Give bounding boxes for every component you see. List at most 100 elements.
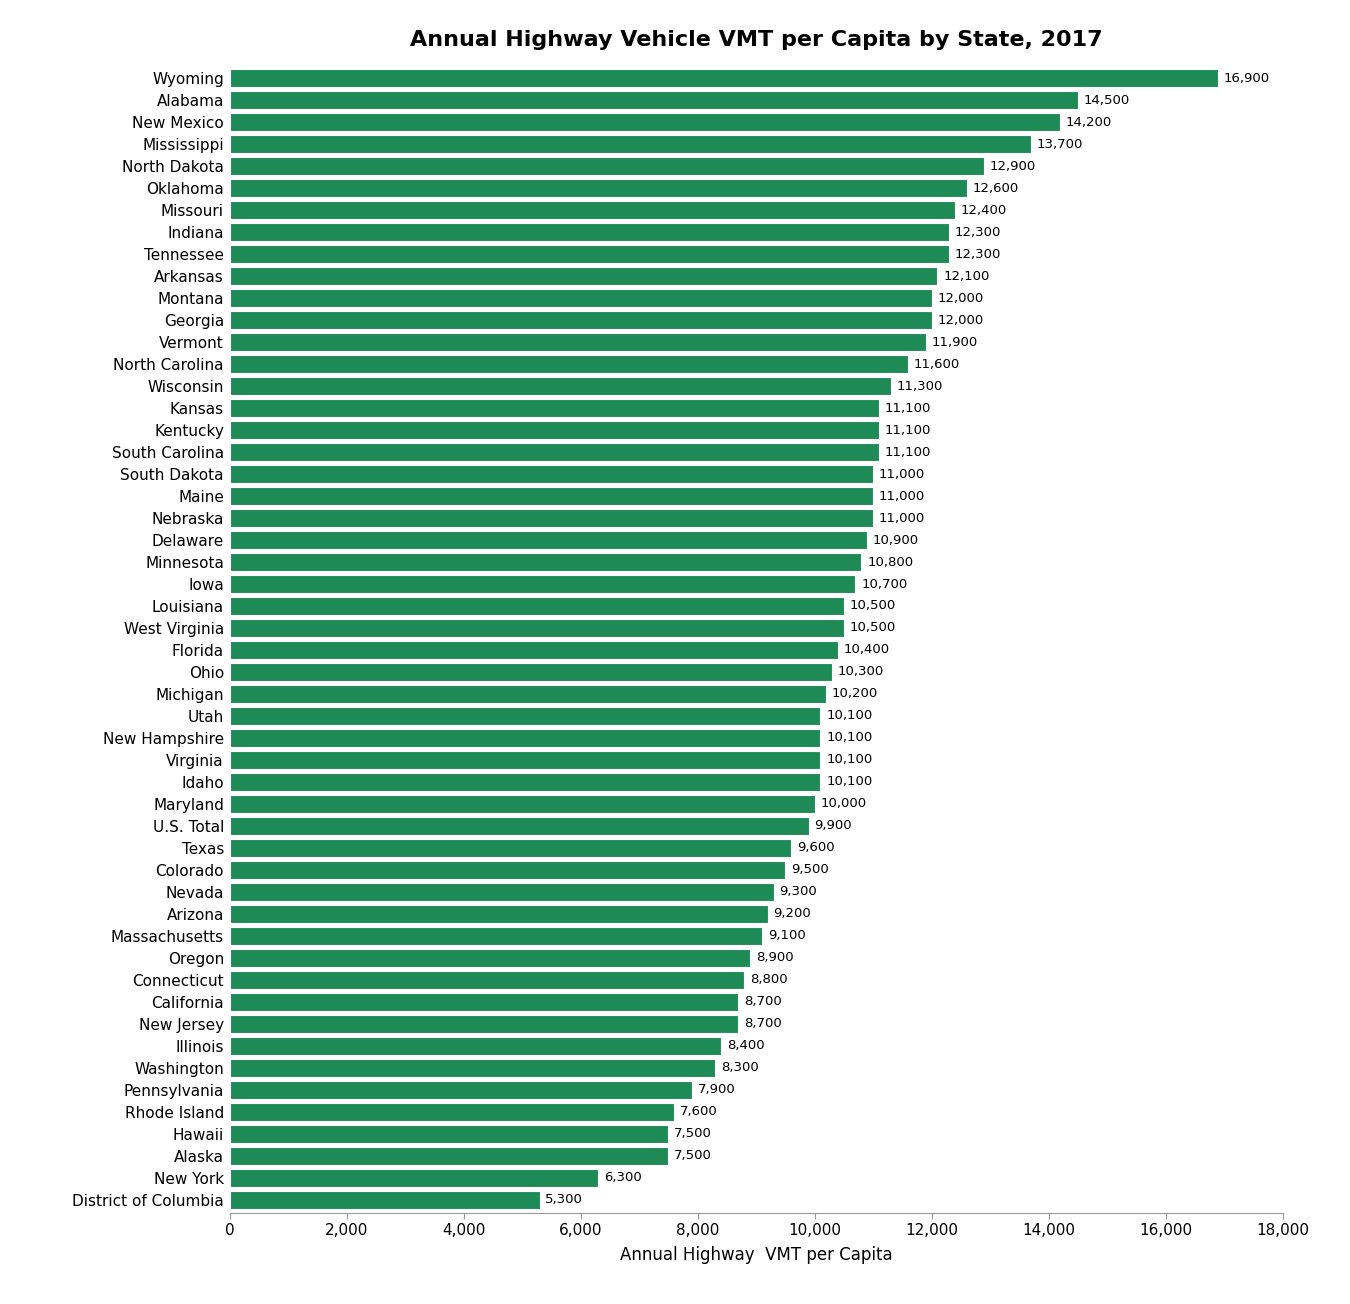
Bar [230,619,844,636]
Text: 10,500: 10,500 [849,600,896,613]
Bar [230,949,751,966]
Bar [230,1124,668,1142]
Bar [230,992,738,1011]
Text: 11,000: 11,000 [879,468,925,481]
Text: 11,100: 11,100 [884,402,931,415]
Text: 8,800: 8,800 [751,973,788,986]
Text: 7,600: 7,600 [680,1104,718,1118]
Text: 11,300: 11,300 [896,379,942,393]
Bar [230,443,879,462]
Text: 9,200: 9,200 [774,908,811,921]
Bar [230,553,861,571]
Bar [230,816,809,835]
Bar [230,729,821,747]
Bar [230,773,821,790]
Text: 10,900: 10,900 [873,533,919,546]
Bar [230,707,821,725]
Text: 10,100: 10,100 [826,709,872,722]
Text: 11,000: 11,000 [879,511,925,524]
Bar [230,91,1077,110]
Text: 12,300: 12,300 [954,248,1002,261]
Bar [230,642,838,659]
Text: 12,600: 12,600 [972,181,1019,194]
Text: 9,100: 9,100 [768,930,806,943]
Bar [230,69,1218,87]
Text: 10,100: 10,100 [826,754,872,767]
Text: 12,400: 12,400 [961,203,1007,216]
Text: 16,900: 16,900 [1224,72,1270,85]
Bar [230,334,926,351]
Bar [230,312,931,329]
Bar [230,289,931,308]
Text: 8,300: 8,300 [721,1061,759,1074]
Bar [230,136,1031,154]
Text: 12,000: 12,000 [937,292,984,305]
Bar [230,355,909,373]
Bar [230,245,949,263]
Bar [230,531,867,549]
Text: 8,900: 8,900 [756,951,794,964]
Bar [230,838,791,857]
Text: 12,000: 12,000 [937,314,984,327]
Bar [230,1081,691,1099]
Text: 10,100: 10,100 [826,776,872,789]
Bar [230,795,814,812]
Text: 11,000: 11,000 [879,489,925,502]
Bar [230,179,967,197]
Text: 14,200: 14,200 [1066,116,1112,129]
Bar [230,662,832,681]
Bar [230,751,821,769]
Text: 5,300: 5,300 [545,1193,583,1206]
Bar [230,466,873,482]
Text: 10,500: 10,500 [849,622,896,635]
Text: 11,900: 11,900 [931,335,977,348]
Text: 12,300: 12,300 [954,226,1002,239]
Text: 9,900: 9,900 [814,819,852,832]
Text: 11,100: 11,100 [884,424,931,437]
Bar [230,223,949,241]
Text: 10,200: 10,200 [832,687,879,700]
Bar [230,1103,674,1120]
Bar [230,1146,668,1164]
Bar [230,267,937,286]
Text: 11,600: 11,600 [914,357,960,370]
Text: 10,700: 10,700 [861,578,907,591]
Text: 8,400: 8,400 [726,1039,764,1052]
Bar [230,905,768,923]
Bar [230,861,786,879]
Text: 9,600: 9,600 [796,841,834,854]
Bar [230,970,744,988]
Bar [230,377,891,395]
Bar [230,883,774,901]
Text: 10,100: 10,100 [826,732,872,745]
Title: Annual Highway Vehicle VMT per Capita by State, 2017: Annual Highway Vehicle VMT per Capita by… [409,30,1103,50]
Bar [230,1191,540,1209]
Text: 10,400: 10,400 [844,643,890,656]
Text: 10,300: 10,300 [838,665,884,678]
Bar [230,201,954,219]
Text: 7,900: 7,900 [698,1084,736,1097]
Text: 7,500: 7,500 [674,1149,711,1162]
Text: 12,900: 12,900 [990,160,1037,173]
Bar [230,1037,721,1055]
Bar [230,421,879,439]
Bar [230,113,1060,132]
Text: 13,700: 13,700 [1037,138,1083,151]
Bar [230,1059,716,1077]
Text: 9,500: 9,500 [791,863,829,876]
Text: 8,700: 8,700 [744,995,782,1008]
Text: 11,100: 11,100 [884,446,931,459]
Text: 8,700: 8,700 [744,1017,782,1030]
Bar [230,158,984,175]
Bar [230,575,856,593]
Bar [230,399,879,417]
Bar [230,488,873,505]
Text: 10,800: 10,800 [867,556,913,569]
Text: 12,100: 12,100 [944,270,990,283]
Text: 7,500: 7,500 [674,1127,711,1140]
Bar [230,1015,738,1033]
Text: 9,300: 9,300 [779,885,817,898]
Bar [230,685,826,703]
Text: 6,300: 6,300 [603,1171,641,1184]
Bar [230,597,844,615]
